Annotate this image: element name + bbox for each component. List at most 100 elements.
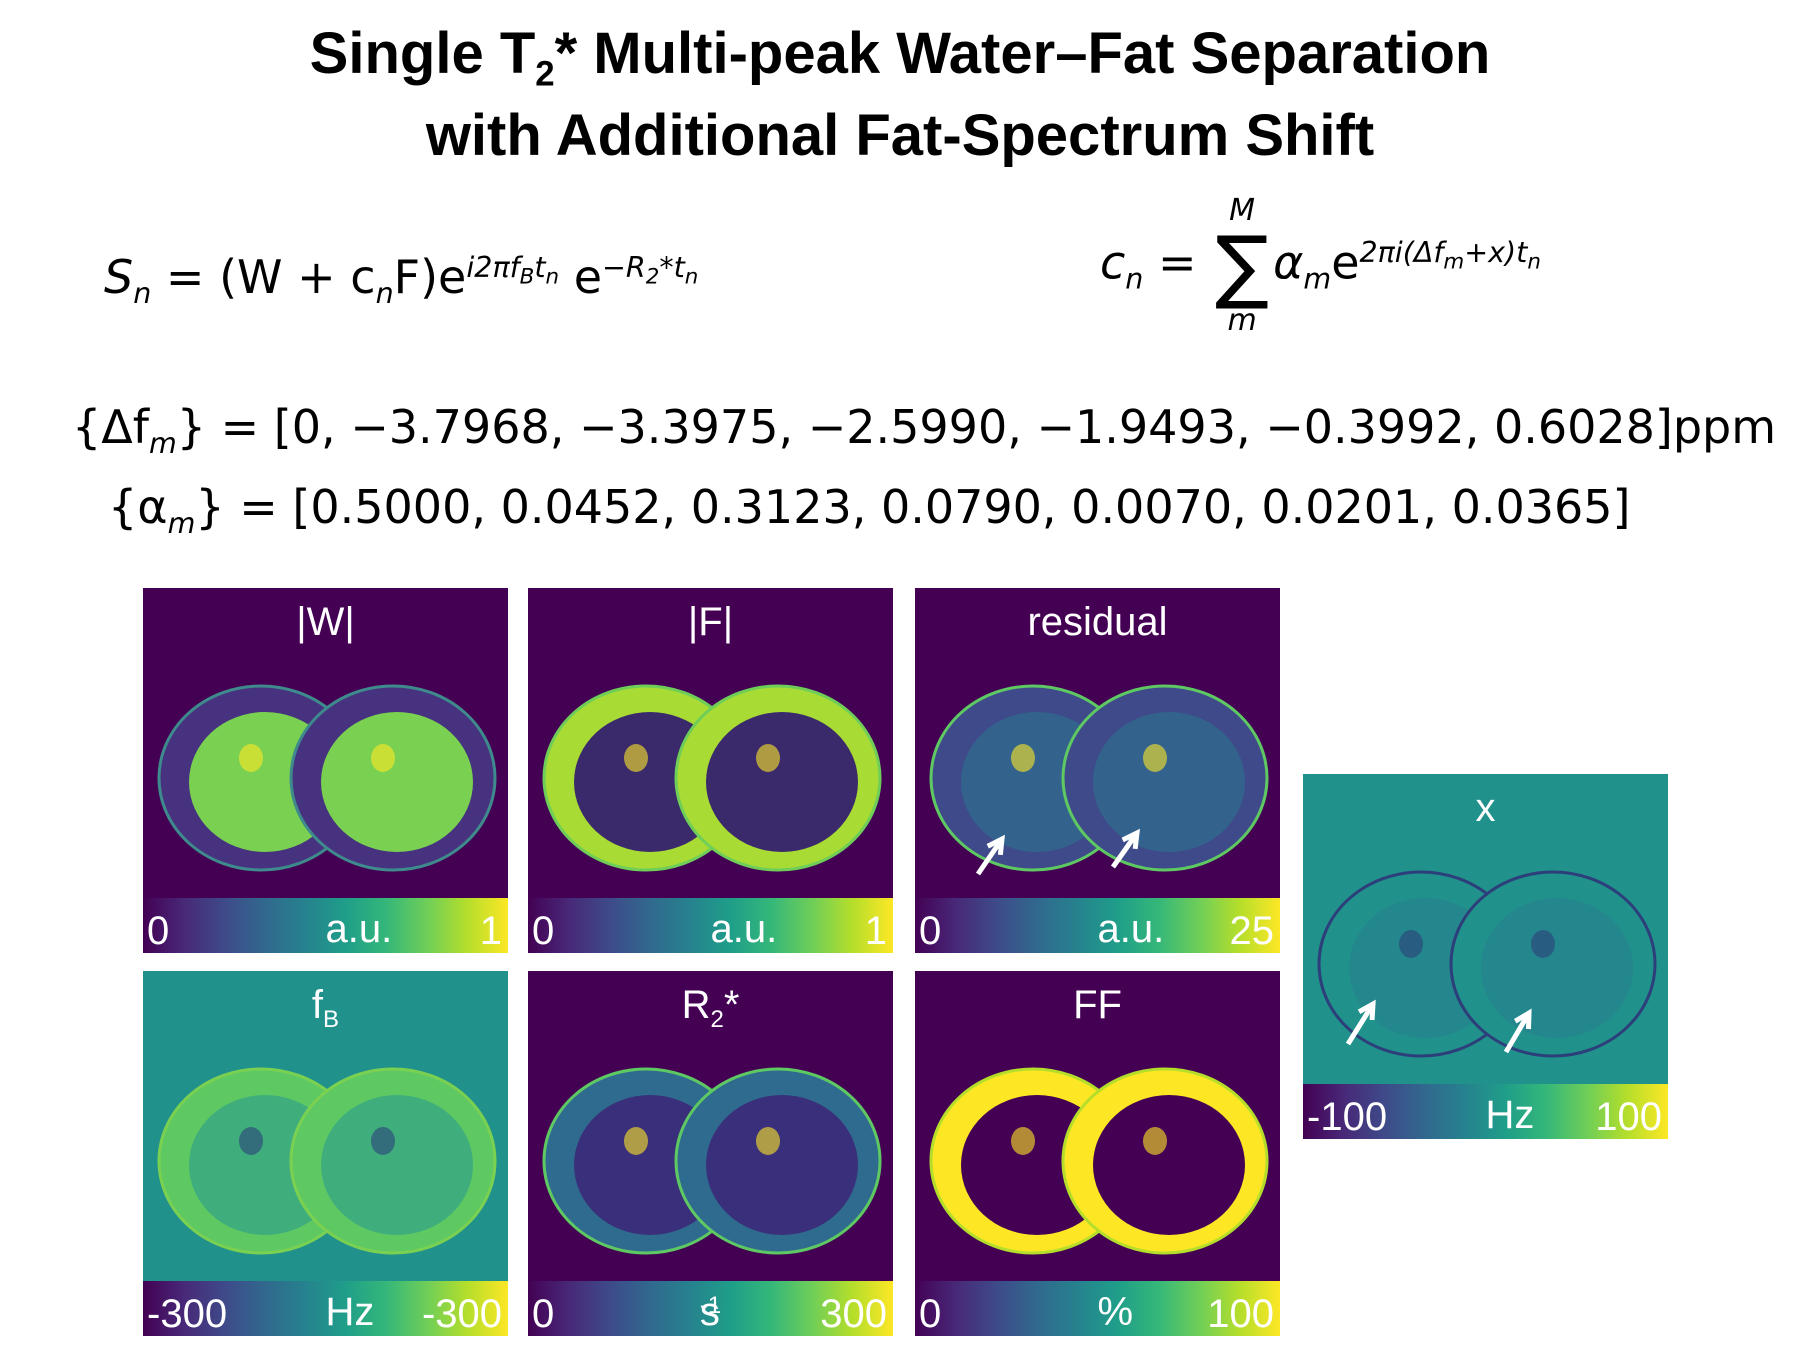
- eq-part: n: [684, 264, 699, 290]
- title-part: 2: [710, 1006, 724, 1033]
- colorbar: 0% 100: [915, 1281, 1280, 1336]
- title-part: *: [723, 983, 740, 1027]
- eq-part: i2πf: [466, 250, 520, 284]
- eq-part: n: [545, 264, 560, 290]
- title-part: FF: [1073, 983, 1122, 1027]
- unit-part: Hz: [325, 1290, 375, 1334]
- eq-part: = (W + c: [151, 250, 376, 304]
- bone: [1011, 744, 1035, 772]
- eq-part: α: [1273, 235, 1304, 290]
- arrow-head: [1357, 999, 1376, 1021]
- eq-part: n: [1527, 249, 1541, 275]
- frequency-list: {Δfm} = [0, −3.7968, −3.3975, −2.5990, −…: [72, 400, 1776, 460]
- arrow: [1345, 1002, 1376, 1046]
- title-subscript: 2: [535, 54, 555, 94]
- eq-part: −R: [602, 250, 646, 284]
- title-part: |W|: [296, 600, 355, 644]
- eq-part: B: [519, 264, 535, 290]
- title-line: with Additional Fat-Spectrum Shift: [425, 103, 1375, 168]
- colorbar: 0 s -1 300: [528, 1281, 893, 1336]
- colorbar-max: 1: [479, 909, 502, 953]
- bone: [1531, 930, 1555, 958]
- bone: [624, 1127, 648, 1155]
- eq-part: n: [133, 277, 152, 311]
- arrow: [1503, 1011, 1532, 1054]
- title-text: * Multi-peak Water–Fat Separation: [554, 21, 1491, 86]
- title-part: |F|: [687, 600, 734, 644]
- eq-part: +x)t: [1464, 236, 1528, 270]
- eq-part: e: [573, 250, 603, 304]
- title-part: residual: [1027, 600, 1168, 644]
- eq-part: 2πi(Δf: [1359, 236, 1444, 270]
- colorbar-min: 0: [919, 1292, 942, 1336]
- eq-part: S: [104, 250, 134, 304]
- title-part: B: [323, 1006, 340, 1033]
- thigh-muscle: [1481, 898, 1633, 1038]
- colorbar: 0 a.u. 1: [143, 898, 508, 953]
- bone: [1011, 1127, 1035, 1155]
- bone: [624, 744, 648, 772]
- eq-part: e: [1331, 235, 1360, 290]
- panel-title: fB: [143, 983, 508, 1034]
- colorbar-max: 100: [1207, 1292, 1274, 1336]
- coefficient-equation: cn = M ∑ m αme2πi(Δfm+x)tn: [1100, 196, 1541, 336]
- eq-part: {Δf: [72, 400, 149, 454]
- eq-part: } = [0, −3.7968, −3.3975, −2.5990, −1.94…: [176, 400, 1777, 454]
- colorbar-unit: s -1: [699, 1290, 721, 1334]
- colorbar: -100 Hz 100: [1303, 1084, 1668, 1139]
- sum: M ∑ m: [1215, 196, 1269, 336]
- eq-part: *: [659, 250, 674, 284]
- colorbar-min: 0: [147, 909, 170, 953]
- panel-title: |W|: [143, 600, 508, 645]
- thigh-muscle: [1093, 1095, 1245, 1235]
- mri-image: [157, 1067, 497, 1255]
- colorbar: -300 Hz -300: [143, 1281, 508, 1336]
- bone: [1143, 744, 1167, 772]
- unit-part: a.u.: [710, 907, 778, 951]
- image-panel: R2* 0 s -1 300: [528, 971, 893, 1336]
- image-panel: |W| 0 a.u. 1: [143, 588, 508, 953]
- image-panel: x -100 Hz 100: [1303, 774, 1668, 1139]
- bone: [1143, 1127, 1167, 1155]
- eq-part: } = [0.5000, 0.0452, 0.3123, 0.0790, 0.0…: [195, 480, 1631, 534]
- panel-title: x: [1303, 786, 1668, 831]
- bone: [756, 1127, 780, 1155]
- arrow: [975, 837, 1005, 876]
- colorbar-min: 0: [919, 909, 942, 953]
- colorbar-max: 100: [1595, 1095, 1662, 1139]
- unit-part: Hz: [1485, 1093, 1535, 1137]
- bone: [756, 744, 780, 772]
- image-panel: |F| 0 a.u. 1: [528, 588, 893, 953]
- thigh-muscle: [706, 1095, 858, 1235]
- thigh-muscle: [706, 712, 858, 852]
- bone: [239, 744, 263, 772]
- eq-part: c: [1100, 235, 1126, 290]
- colorbar-min: -300: [147, 1292, 228, 1336]
- title-part: f: [311, 983, 324, 1027]
- arrow-head: [1513, 1008, 1532, 1030]
- colorbar-min: -100: [1307, 1095, 1388, 1139]
- unit-part: s: [699, 1290, 720, 1334]
- eq-part: m: [1227, 303, 1257, 338]
- eq-part: m: [1303, 262, 1332, 296]
- panel-title: |F|: [528, 600, 893, 645]
- thigh-muscle: [321, 1095, 473, 1235]
- unit-part: a.u.: [1097, 907, 1165, 951]
- eq-part: t: [673, 250, 685, 284]
- bone: [1399, 930, 1423, 958]
- eq-part: t: [534, 250, 546, 284]
- amplitude-list: {αm} = [0.5000, 0.0452, 0.3123, 0.0790, …: [108, 480, 1630, 540]
- eq-part: ∑: [1215, 219, 1270, 312]
- eq-part: F)e: [393, 250, 467, 304]
- colorbar-min: 0: [532, 909, 555, 953]
- eq-part: n: [375, 277, 394, 311]
- mri-image: [542, 684, 882, 872]
- title-part: x: [1475, 786, 1496, 830]
- eq-part: n: [1125, 262, 1144, 296]
- image-panel: residual 0 a.u. 25: [915, 588, 1280, 953]
- colorbar: 0 a.u. 25: [915, 898, 1280, 953]
- mri-image: [157, 684, 497, 872]
- arrow-head: [986, 834, 1005, 856]
- eq-part: {α: [108, 480, 168, 534]
- eq-part: 2: [645, 264, 660, 290]
